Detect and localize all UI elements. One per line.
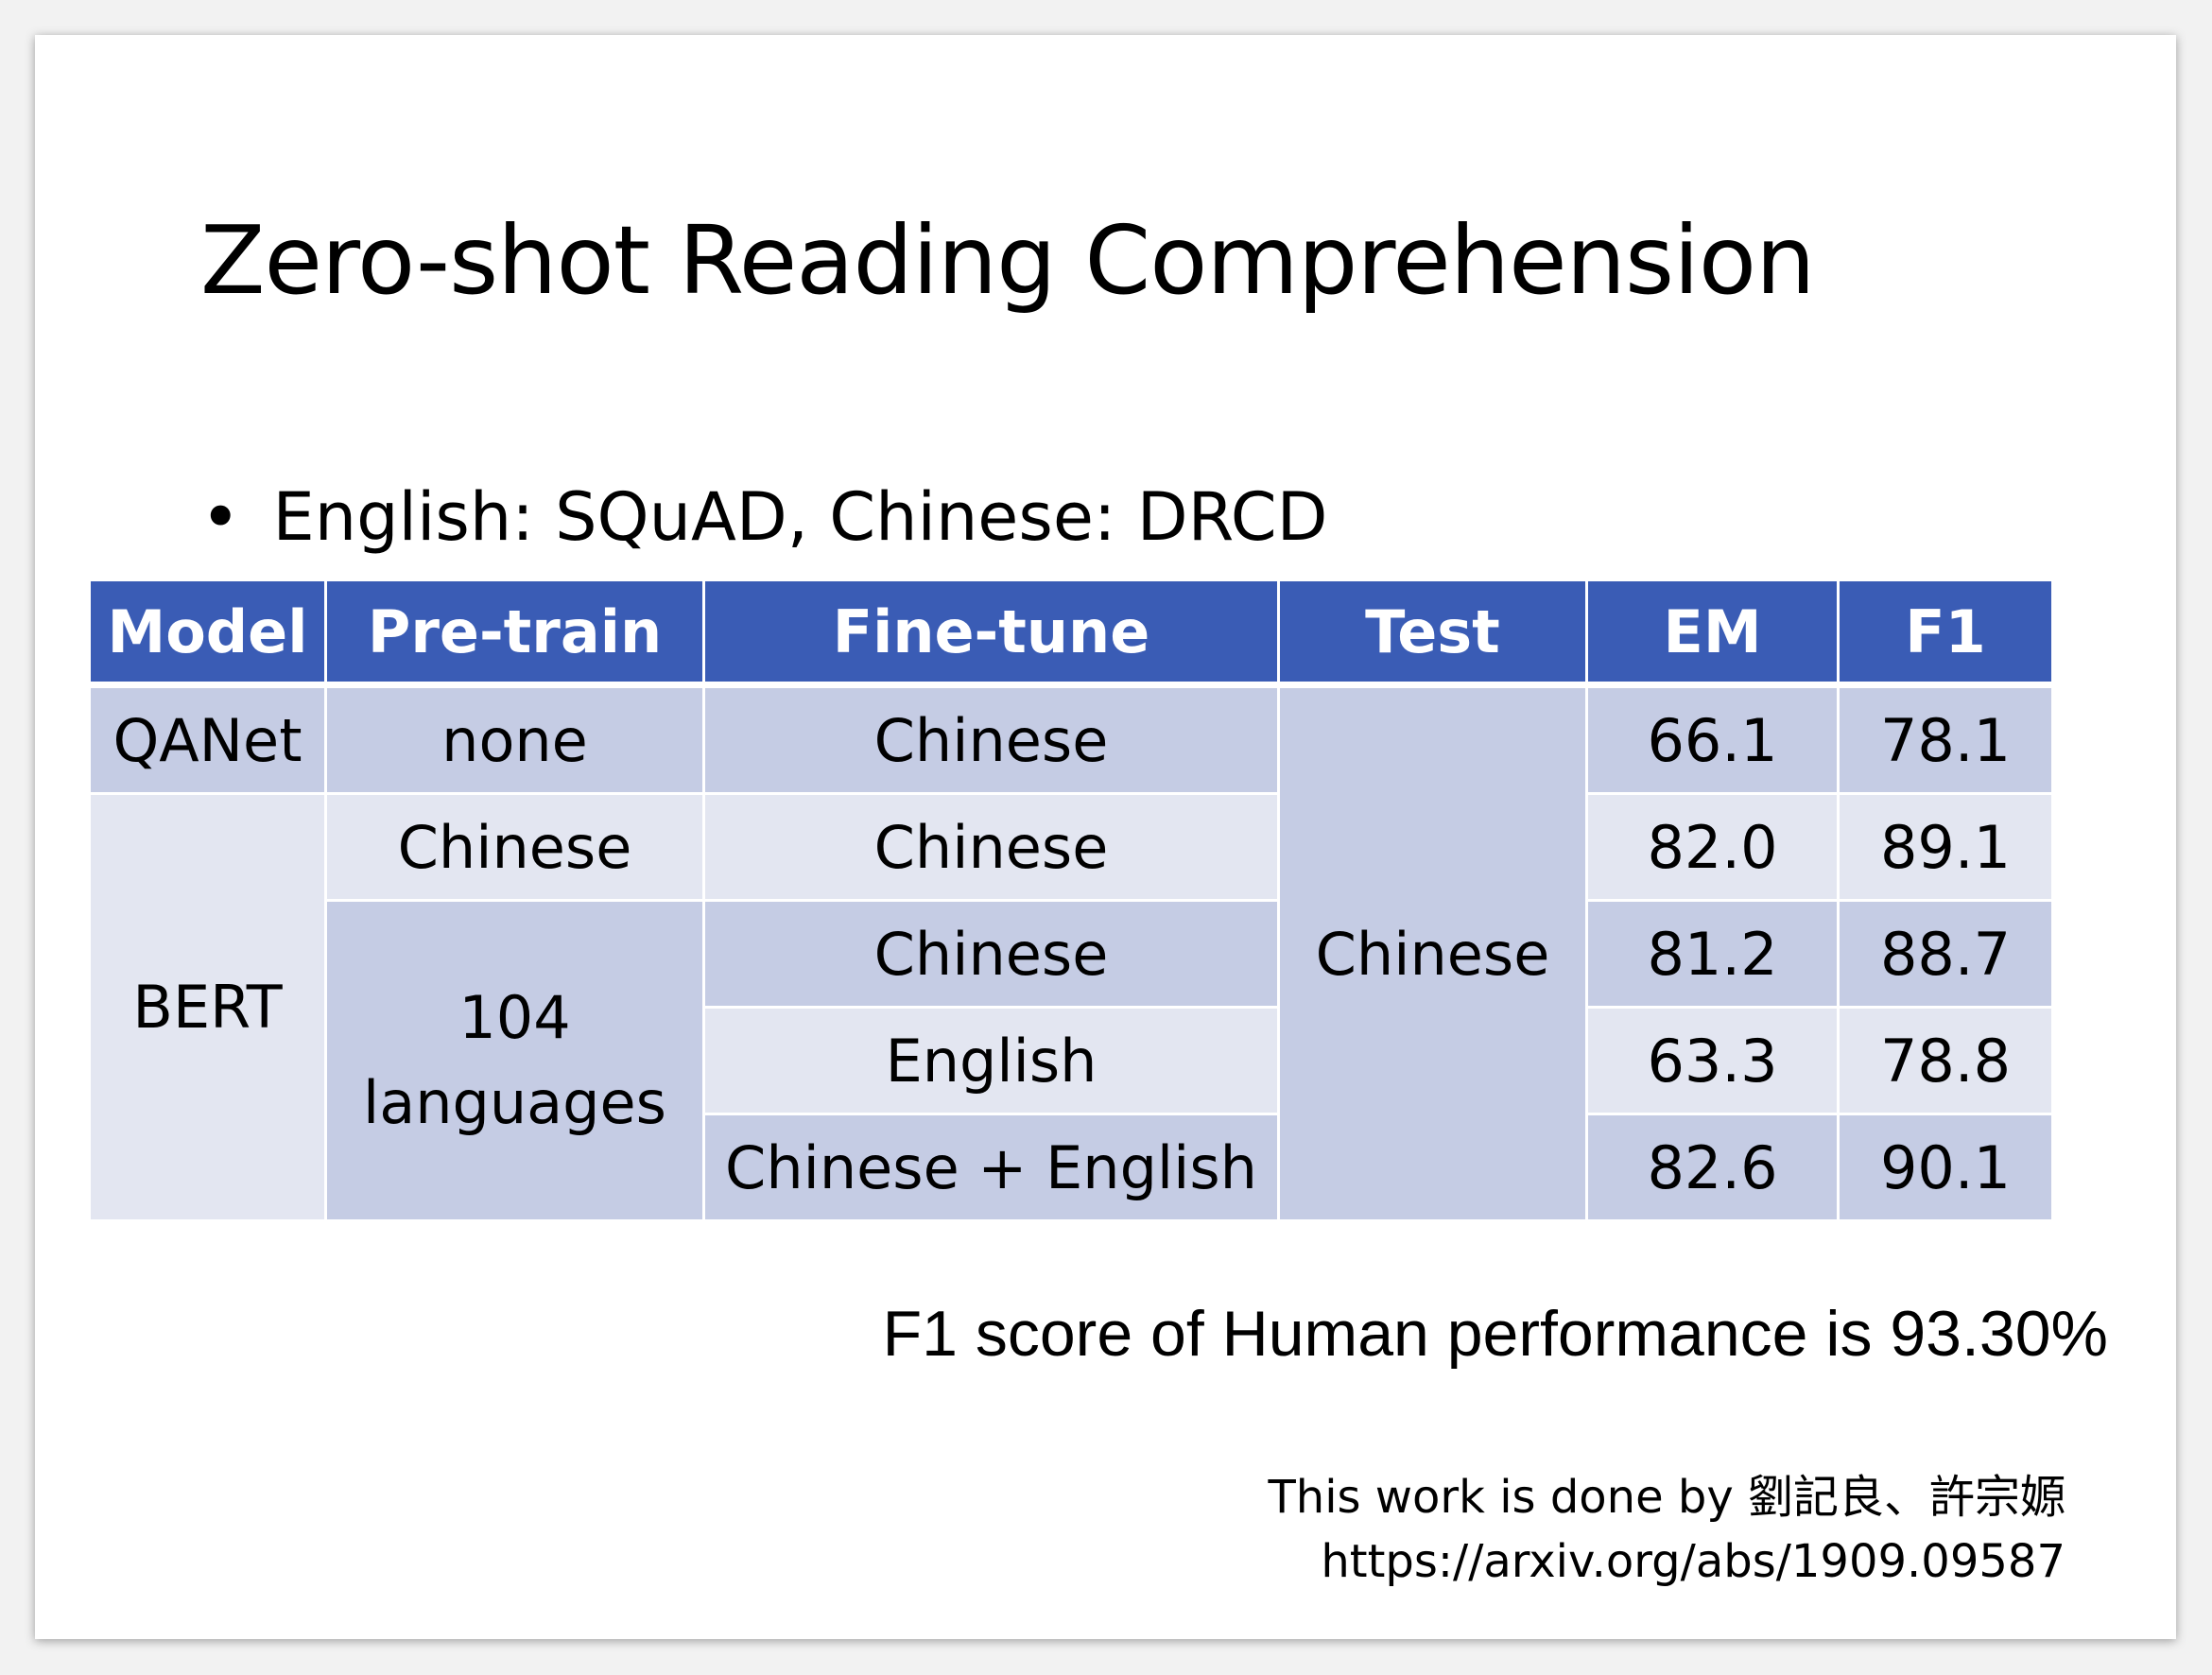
cell-pretrain: 104 languages [324,899,705,1222]
cell-f1: 89.1 [1837,792,2054,902]
cell-f1: 78.1 [1837,683,2054,795]
cell-em: 63.3 [1585,1006,1840,1115]
bullet-text: English: SQuAD, Chinese: DRCD [272,478,1328,556]
human-performance-note: F1 score of Human performance is 93.30% [882,1298,2108,1370]
cell-em: 82.6 [1585,1113,1840,1222]
credit-block: This work is done by 劉記良、許宗嫄 https://arx… [1268,1465,2065,1594]
cell-finetune: Chinese [702,899,1280,1009]
cell-em: 81.2 [1585,899,1840,1009]
cell-test: Chinese [1277,683,1588,1222]
header-test: Test [1277,578,1588,688]
cell-pretrain: none [324,683,705,795]
header-model: Model [88,578,327,688]
table-row: BERT Chinese Chinese 82.0 89.1 [88,792,2054,1222]
bullet-item: • English: SQuAD, Chinese: DRCD [200,477,1328,557]
cell-pretrain-line1: 104 [458,983,571,1053]
header-finetune: Fine-tune [702,578,1280,688]
cell-pretrain-line2: languages [363,1068,666,1137]
cell-pretrain: Chinese [324,792,705,902]
credit-link: https://arxiv.org/abs/1909.09587 [1321,1535,2065,1588]
table-row: QANet none Chinese Chinese 66.1 78.1 [88,683,2054,1222]
cell-em: 66.1 [1585,683,1840,795]
results-table: Model Pre-train Fine-tune Test EM F1 QAN… [88,578,2054,1222]
cell-f1: 88.7 [1837,899,2054,1009]
table-row: Chinese + English 82.6 90.1 [90,1113,2054,1222]
cell-finetune: Chinese [702,792,1280,902]
cell-model: QANet [88,683,327,795]
table-row: 104 languages Chinese 81.2 88.7 [90,899,2054,1222]
credit-authors: This work is done by 劉記良、許宗嫄 [1268,1471,2065,1524]
cell-finetune: Chinese + English [702,1113,1280,1222]
table-header-row: Model Pre-train Fine-tune Test EM F1 [88,578,2054,688]
cell-model: BERT [88,792,327,1222]
table-row: English 63.3 78.8 [90,1006,2054,1115]
cell-f1: 78.8 [1837,1006,2054,1115]
cell-f1: 90.1 [1837,1113,2054,1222]
cell-em: 82.0 [1585,792,1840,902]
cell-finetune: English [702,1006,1280,1115]
header-f1: F1 [1837,578,2054,688]
slide-title: Zero-shot Reading Comprehension [200,205,1815,316]
header-em: EM [1585,578,1840,688]
bullet-icon: • [200,477,241,557]
cell-finetune: Chinese [702,683,1280,795]
header-pretrain: Pre-train [324,578,705,688]
